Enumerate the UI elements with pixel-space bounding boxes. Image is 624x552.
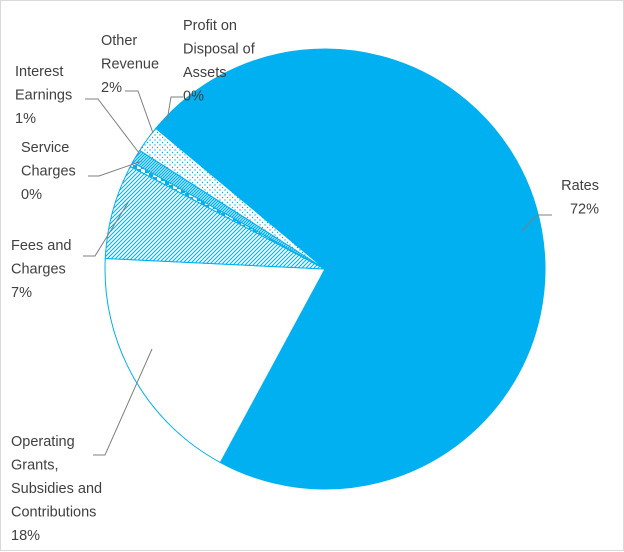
data-label-line: 1% [15,111,36,127]
leader-line [85,98,140,154]
data-label-other-revenue: Other Revenue 2% [101,33,159,96]
data-label-line: Operating [11,434,75,450]
pie-slice-operating-grants-subsidies-and-contributions [104,257,326,464]
leader-line [83,200,130,257]
data-label-line: 72% [570,202,599,218]
data-label-line: 0% [183,89,204,105]
data-label-line: Charges [21,164,76,180]
data-label-line: 18% [11,528,40,544]
leader-line [88,160,143,177]
data-label-rates: Rates 72% [561,178,599,218]
data-label-service-charges: Service Charges 0% [21,140,76,203]
data-label-line: Interest [15,64,63,80]
data-label-line: Grants, [11,458,59,474]
data-label-operating-grants-subsidies-and-contributions: Operating Grants, Subsidies and Contributio… [11,434,102,544]
leader-line [521,214,552,232]
data-label-line: 7% [11,285,32,301]
data-label-profit-on-disposal-of-assets: Profit on Disposal of Assets 0% [183,18,256,105]
data-label-line: Assets [183,65,227,81]
data-label-line: 0% [21,187,42,203]
data-label-interest-earnings: Interest Earnings 1% [15,64,72,127]
data-label-line: 2% [101,80,122,96]
leader-line [166,96,183,122]
pie-slice-rates [158,48,546,490]
data-label-line: Revenue [101,57,159,73]
leader-line [125,90,154,134]
data-label-line: Rates [561,178,599,194]
data-label-fees-and-charges: Fees and Charges 7% [11,238,71,301]
data-label-line: Earnings [15,88,72,104]
data-label-line: Disposal of [183,42,256,58]
data-label-line: Profit on [183,18,237,34]
data-label-line: Fees and [11,238,71,254]
data-label-line: Other [101,33,137,49]
data-label-line: Service [21,140,69,156]
data-label-line: Contributions [11,505,96,521]
data-label-line: Subsidies and [11,481,102,497]
data-label-line: Charges [11,262,66,278]
leader-line [93,348,153,456]
pie-slice-profit-on-disposal-of-assets [155,123,326,270]
